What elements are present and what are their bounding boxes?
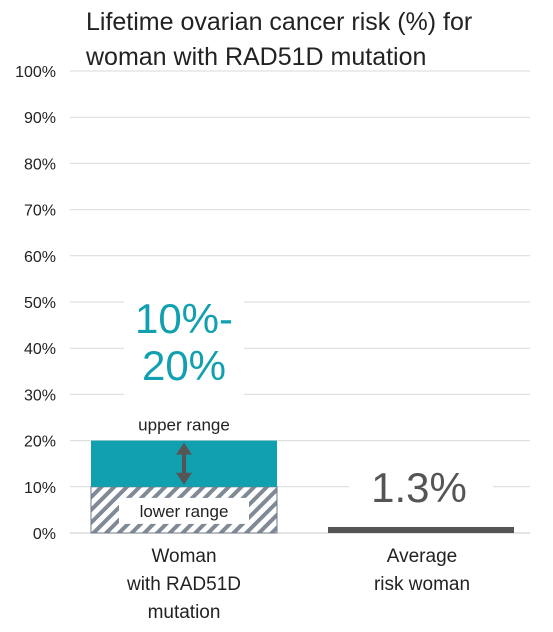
category-label: risk woman (374, 574, 470, 595)
y-tick-label: 70% (24, 203, 56, 220)
range-value-label: 20% (142, 342, 226, 389)
lower-range-label-box (119, 497, 249, 524)
title-line: woman with RAD51D mutation (85, 43, 426, 71)
y-tick-label: 10% (24, 480, 56, 497)
category-label: with RAD51D (126, 574, 241, 595)
y-tick-label: 80% (24, 156, 56, 173)
title-line: Lifetime ovarian cancer risk (%) for (86, 8, 472, 36)
category-label: Woman (151, 546, 216, 567)
range-arrow-head-down (176, 472, 192, 485)
data-labels: lower range upper range 10%-20% 1.3% (135, 295, 467, 521)
range-value-label: 10%- (135, 295, 233, 342)
range-arrow-head-up (176, 442, 192, 455)
x-axis-categories: Woman with RAD51D mutation Average risk woma… (126, 546, 470, 623)
avg-value-label-box (349, 460, 493, 516)
average-risk-bar (328, 526, 514, 533)
y-tick-label: 20% (24, 434, 56, 451)
y-tick-label: 50% (24, 295, 56, 312)
value-label-box (124, 290, 244, 398)
upper-range-label: upper range (138, 416, 230, 435)
y-tick-label: 30% (24, 387, 56, 404)
lower-range-label: lower range (140, 502, 229, 521)
category-label: mutation (148, 602, 221, 623)
y-axis-ticks: 0% 10% 20% 30% 40% 50% 60% 70% 80% 90% 100% (15, 64, 56, 543)
bars (90, 290, 514, 534)
y-tick-label: 90% (24, 110, 56, 127)
y-tick-label: 100% (15, 64, 56, 81)
y-tick-label: 0% (33, 526, 56, 543)
y-tick-label: 60% (24, 249, 56, 266)
chart-title: Lifetime ovarian cancer risk (%) for woma… (85, 8, 472, 71)
y-tick-label: 40% (24, 341, 56, 358)
average-value-label: 1.3% (371, 464, 467, 511)
category-label: Average (387, 546, 457, 567)
